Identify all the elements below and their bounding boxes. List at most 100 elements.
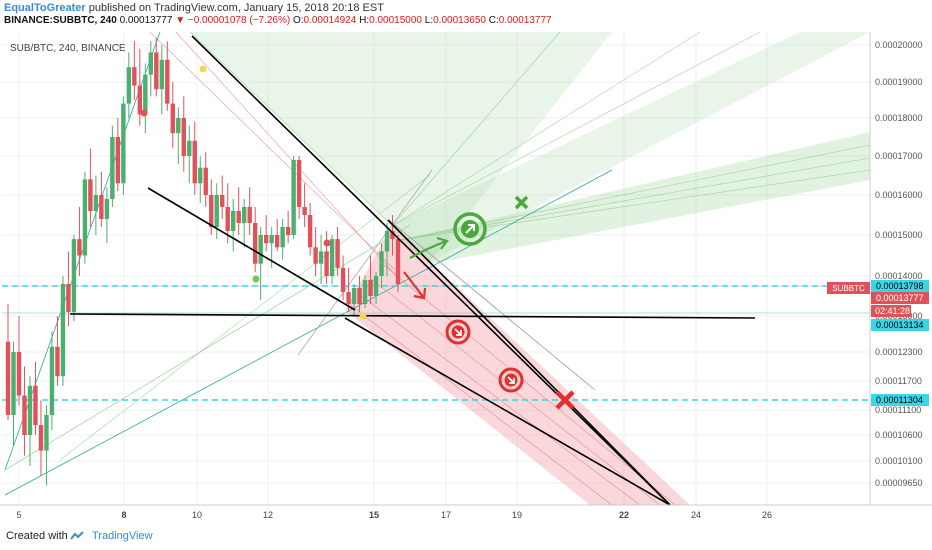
- candle-body-down: [368, 280, 373, 296]
- descending-resistance-line: [191, 35, 671, 506]
- high-value: 0.00015000: [369, 15, 422, 26]
- support-line-upper: [147, 187, 356, 311]
- y-tick-label: 0.00012300: [875, 347, 923, 357]
- ohlc-line: BINANCE:SUBBTC, 240 0.00013777 ▼ −0.0000…: [4, 15, 552, 26]
- y-tick-label: 0.00010600: [875, 430, 923, 440]
- candle-body-down: [252, 223, 258, 264]
- candle-body-down: [247, 207, 252, 223]
- symbol-badge: [827, 282, 870, 294]
- bearish-circle-icon-2: [498, 367, 524, 393]
- candle-body-down: [209, 195, 214, 227]
- last-price-tag: [871, 292, 929, 304]
- indicator-dots: [140, 65, 367, 320]
- candle-body-down: [181, 118, 186, 156]
- red-dot-2: [323, 239, 331, 247]
- open-label: O:: [292, 15, 304, 26]
- grid-lines: [2, 32, 870, 505]
- candle-body-up: [231, 211, 236, 231]
- red-channel-zone: [345, 226, 690, 505]
- candle-body-up: [110, 137, 115, 199]
- tradingview-logo-icon: [70, 531, 84, 540]
- candle-body-up: [280, 227, 285, 248]
- candle-body-up: [269, 235, 274, 244]
- candle-body-up: [318, 251, 324, 264]
- chart-symbol-title: SUB/BTC, 240, BINANCE: [10, 43, 126, 54]
- x-tick-label: 10: [192, 510, 202, 520]
- candle-body-up: [11, 352, 16, 415]
- candle-body-down: [236, 211, 241, 223]
- green-channel-zone-lower: [400, 132, 870, 264]
- candle-body-up: [60, 284, 66, 377]
- x-tick-label: 15: [369, 510, 379, 520]
- yellow-dot-2: [359, 312, 367, 320]
- green-dot: [252, 275, 260, 283]
- candle-body-down: [137, 85, 143, 115]
- candle-body-up: [126, 67, 132, 104]
- candle-body-down: [38, 425, 44, 451]
- candle-body-down: [335, 239, 340, 268]
- upper-line-price: 0.00013798: [876, 281, 924, 291]
- candle-body-up: [384, 231, 390, 252]
- high-label: H:: [359, 15, 370, 26]
- candle-body-down: [66, 284, 71, 312]
- tradingview-brand-link[interactable]: TradingView: [92, 530, 153, 542]
- candle-body-down: [346, 292, 351, 304]
- close-value: 0.00013777: [498, 15, 552, 26]
- candle-body-up: [187, 140, 192, 156]
- x-tick-label: 17: [441, 510, 451, 520]
- candle-body-up: [159, 59, 165, 90]
- bullish-arrow-icon: [409, 236, 449, 259]
- green-guide-line: [4, 224, 411, 471]
- price-chart[interactable]: SUB/BTC, 240, BINANCE 0.00020000 0.000190…: [0, 26, 932, 523]
- y-tick-label: 0.00017000: [875, 151, 923, 161]
- candle-body-down: [88, 179, 93, 211]
- candle-body-down: [296, 159, 302, 207]
- footer: Created with TradingView: [0, 523, 932, 550]
- teal-trendline-right: [4, 169, 613, 496]
- candle-body-up: [373, 276, 379, 296]
- candle-body-down: [395, 239, 401, 284]
- y-tick-label: 0.00016000: [875, 190, 923, 200]
- resistance-extension: [387, 219, 671, 506]
- chart-area[interactable]: SUB/BTC, 240, BINANCE 0.00020000 0.000190…: [0, 26, 932, 523]
- green-projection-zones: [189, 31, 871, 264]
- x-tick-label: 19: [512, 510, 522, 520]
- candle-body-down: [115, 137, 121, 184]
- candle-body-down: [55, 346, 60, 377]
- candle-body-up: [241, 207, 247, 223]
- candle-body-down: [170, 103, 175, 134]
- candle-body-down: [33, 385, 38, 425]
- bearish-arrow-icon: [403, 271, 427, 300]
- y-tick-label: 0.00020000: [875, 40, 923, 50]
- red-x-icon: [555, 390, 575, 410]
- x-tick-label: 26: [762, 510, 772, 520]
- candle-body-down: [132, 67, 137, 86]
- red-dot: [140, 109, 148, 117]
- last-price-value: 0.00013777: [876, 293, 924, 303]
- x-tick-label: 12: [263, 510, 273, 520]
- low-value: 0.00013650: [433, 15, 486, 26]
- close-label: C:: [488, 15, 499, 26]
- candle-body-down: [5, 341, 11, 415]
- chart-header: EqualToGreater published on TradingView.…: [0, 0, 932, 26]
- publish-line: EqualToGreater published on TradingView.…: [4, 2, 384, 14]
- candle-body-up: [49, 346, 55, 415]
- candle-body-down: [99, 195, 104, 219]
- countdown-tag: [871, 305, 911, 317]
- bearish-circle-icon-1: [445, 319, 471, 345]
- green-fan-zone: [190, 32, 612, 262]
- candle-body-up: [329, 239, 335, 276]
- lower-line-price: 0.00011304: [876, 395, 923, 405]
- black-trendlines: [69, 35, 756, 506]
- yellow-dot: [199, 65, 207, 73]
- countdown-value: 02:41:28: [875, 306, 910, 316]
- y-tick-label: 0.00010100: [875, 456, 923, 466]
- y-tick-label: 0.00015000: [875, 230, 923, 240]
- last-price: 0.00013777: [119, 15, 173, 26]
- candle-body-down: [274, 235, 280, 248]
- y-tick-label: 0.00019000: [875, 77, 923, 87]
- price-labels: SUBBTC 0.00013798 0.00013777 02:41:28 0.…: [827, 280, 929, 406]
- author-link[interactable]: EqualToGreater: [4, 2, 86, 14]
- support-line-lower: [344, 317, 671, 506]
- candle-body-down: [302, 207, 307, 215]
